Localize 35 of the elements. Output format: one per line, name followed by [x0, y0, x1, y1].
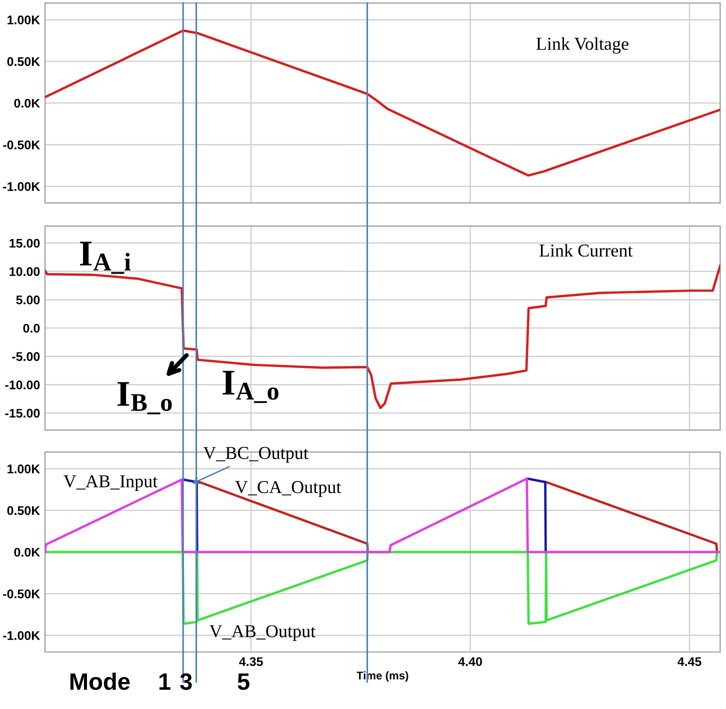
x-tick-label: 4.45 [678, 657, 702, 666]
line-series [45, 550, 718, 625]
annotation: V_BC_Output [203, 446, 308, 463]
annotation: V_CA_Output [235, 481, 342, 497]
y-tick-label: 0.0K [14, 548, 40, 557]
y-tick-label: 1.00K [8, 464, 40, 474]
y-tick-label: 0.50K [7, 506, 40, 516]
y-tick-label: -0.50K [3, 140, 40, 150]
y-tick-label: -5.00 [12, 352, 40, 361]
y-tick-label: -15.00 [5, 408, 40, 418]
text: 5 [238, 673, 250, 690]
y-tick-label: -1.00K [3, 631, 40, 640]
y-tick-label: 5.00 [16, 295, 40, 304]
y-tick-label: -1.00K [3, 182, 40, 191]
y-tick-label: 1.00K [8, 16, 40, 24]
y-tick-label: 0.0 [23, 324, 40, 333]
y-tick-label: -10.00 [5, 380, 40, 390]
y-tick-label: -0.50K [3, 589, 40, 598]
text: 1 [159, 673, 170, 690]
line-series [45, 29, 720, 177]
y-tick-label: 10.00 [10, 267, 40, 276]
y-tick-label: 0.50K [7, 57, 40, 66]
annotation: I$_{A_i}$ [80, 242, 131, 274]
y-tick-label: 0.0K [14, 98, 40, 108]
annotation: I$_{B_o}$ [117, 382, 172, 414]
annotation: Link Voltage [536, 37, 628, 54]
x-tick-label: 4.35 [239, 657, 263, 666]
annotation: Link Current [539, 244, 633, 257]
annotation: V_AB_Output [209, 625, 316, 641]
annotation: I$_{A_o}$ [222, 370, 278, 403]
text: 3 [180, 673, 192, 690]
text: Mode [70, 672, 130, 690]
x-tick-label: 4.40 [458, 657, 482, 666]
y-tick-label: 15.00 [10, 238, 40, 248]
annotation: V_AB_Input [64, 475, 158, 492]
